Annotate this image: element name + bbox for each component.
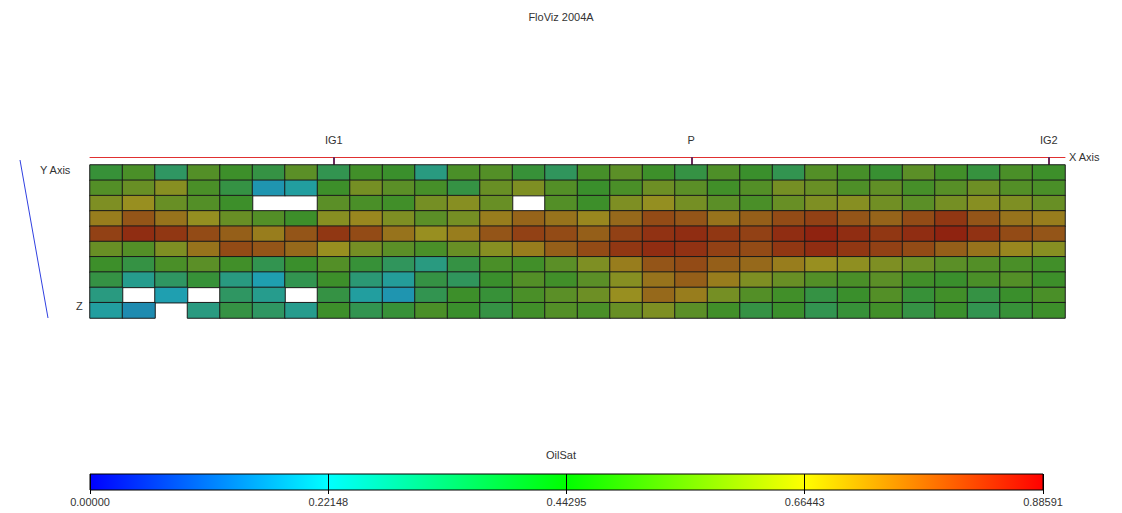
svg-text:FloViz 2004A: FloViz 2004A (528, 11, 594, 23)
svg-text:0.22148: 0.22148 (308, 496, 348, 508)
svg-text:X Axis: X Axis (1069, 151, 1100, 163)
svg-text:OilSat: OilSat (546, 449, 576, 461)
svg-text:0.88591: 0.88591 (1023, 496, 1063, 508)
svg-text:0.44295: 0.44295 (547, 496, 587, 508)
svg-text:IG1: IG1 (325, 134, 343, 146)
svg-text:0.00000: 0.00000 (70, 496, 110, 508)
svg-text:0.66443: 0.66443 (785, 496, 825, 508)
svg-text:IG2: IG2 (1040, 134, 1058, 146)
svg-text:Z: Z (76, 300, 83, 312)
svg-text:P: P (688, 134, 695, 146)
svg-text:Y Axis: Y Axis (40, 164, 71, 176)
